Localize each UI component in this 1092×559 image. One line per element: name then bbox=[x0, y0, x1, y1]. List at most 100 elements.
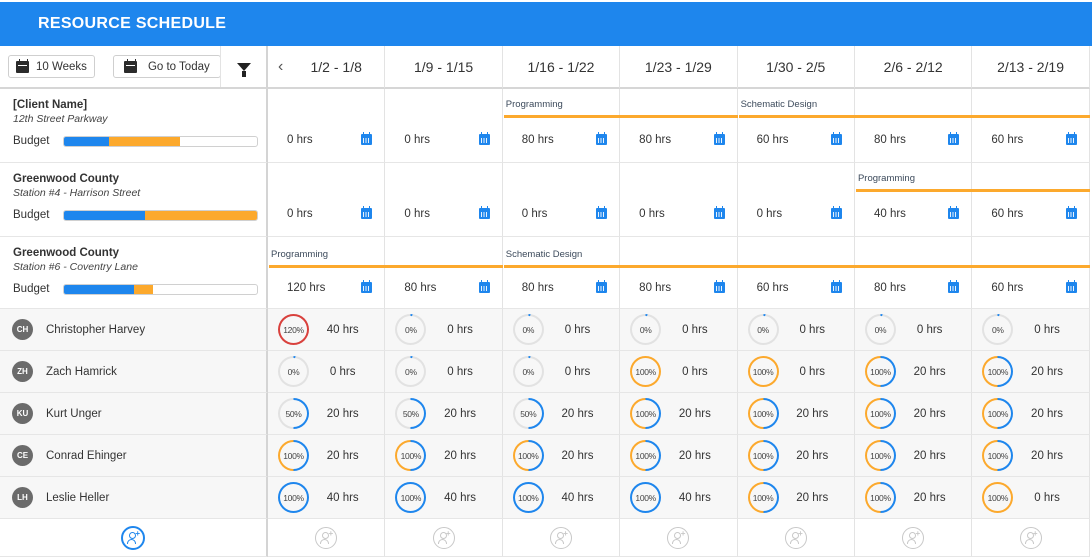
hours-value[interactable]: 80 hrs bbox=[521, 281, 554, 294]
project-week-cell[interactable]: Schematic Design 80 hrs bbox=[502, 237, 621, 309]
hours-value[interactable]: 60 hrs bbox=[756, 133, 789, 146]
project-week-cell[interactable]: 60 hrs bbox=[737, 237, 855, 309]
allocation-cell[interactable]: 0% 0 hrs bbox=[385, 309, 503, 351]
project-week-cell[interactable]: 60 hrs bbox=[972, 237, 1090, 309]
allocation-cell[interactable]: 100% 20 hrs bbox=[972, 351, 1090, 393]
allocation-cell[interactable]: 0% 0 hrs bbox=[620, 309, 738, 351]
allocation-cell[interactable]: 50% 20 hrs bbox=[502, 393, 621, 435]
allocation-cell[interactable]: 120% 40 hrs bbox=[268, 309, 386, 351]
allocation-cell[interactable]: 100% 20 hrs bbox=[854, 351, 973, 393]
hours-value[interactable]: 0 hrs bbox=[287, 207, 313, 220]
person-row[interactable]: LH Leslie Heller bbox=[0, 477, 268, 519]
project-week-cell[interactable]: 80 hrs bbox=[620, 89, 738, 163]
allocation-cell[interactable]: 100% 20 hrs bbox=[737, 393, 855, 435]
project-row[interactable]: Greenwood County Station #6 - Coventry La… bbox=[0, 237, 268, 309]
calendar-icon[interactable] bbox=[596, 206, 608, 219]
calendar-icon[interactable] bbox=[948, 132, 960, 145]
prev-weeks-icon[interactable]: ‹ bbox=[278, 57, 284, 75]
allocation-cell[interactable]: 100% 20 hrs bbox=[972, 393, 1090, 435]
calendar-icon[interactable] bbox=[948, 206, 960, 219]
week-header[interactable]: 1/30 - 2/5 bbox=[737, 46, 855, 89]
week-header[interactable]: ‹ 1/2 - 1/8 bbox=[268, 46, 386, 89]
calendar-icon[interactable] bbox=[713, 280, 725, 293]
hours-value[interactable]: 0 hrs bbox=[639, 207, 665, 220]
hours-value[interactable]: 60 hrs bbox=[991, 207, 1024, 220]
project-week-cell[interactable]: 60 hrs bbox=[972, 89, 1090, 163]
project-week-cell[interactable]: 0 hrs bbox=[737, 163, 855, 237]
calendar-icon[interactable] bbox=[713, 132, 725, 145]
calendar-icon[interactable] bbox=[830, 132, 842, 145]
allocation-cell[interactable]: 100% 40 hrs bbox=[385, 477, 503, 519]
allocation-cell[interactable]: 100% 20 hrs bbox=[620, 393, 738, 435]
allocation-cell[interactable]: 100% 20 hrs bbox=[737, 477, 855, 519]
hours-value[interactable]: 0 hrs bbox=[521, 207, 548, 220]
allocation-cell[interactable]: 100% 0 hrs bbox=[620, 351, 738, 393]
allocation-cell[interactable]: 100% 40 hrs bbox=[268, 477, 386, 519]
project-week-cell[interactable]: 0 hrs bbox=[268, 163, 386, 237]
project-week-cell[interactable]: 0 hrs bbox=[385, 163, 503, 237]
week-header[interactable]: 1/23 - 1/29 bbox=[620, 46, 738, 89]
allocation-cell[interactable]: 100% 20 hrs bbox=[854, 393, 973, 435]
project-week-cell[interactable]: Programming 40 hrs bbox=[854, 163, 973, 237]
allocation-cell[interactable]: 0% 0 hrs bbox=[385, 351, 503, 393]
hours-value[interactable]: 0 hrs bbox=[404, 133, 430, 146]
allocation-cell[interactable]: 100% 0 hrs bbox=[972, 477, 1090, 519]
project-week-cell[interactable]: 80 hrs bbox=[385, 237, 503, 309]
calendar-icon[interactable] bbox=[948, 280, 960, 293]
project-row[interactable]: [Client Name] 12th Street Parkway Budget bbox=[0, 89, 268, 163]
add-person-icon[interactable] bbox=[784, 526, 807, 549]
allocation-cell[interactable]: 0% 0 hrs bbox=[854, 309, 973, 351]
week-header[interactable]: 1/16 - 1/22 bbox=[502, 46, 621, 89]
project-week-cell[interactable]: 0 hrs bbox=[268, 89, 386, 163]
project-week-cell[interactable]: 0 hrs bbox=[620, 163, 738, 237]
calendar-icon[interactable] bbox=[830, 280, 842, 293]
allocation-cell[interactable]: 100% 0 hrs bbox=[737, 351, 855, 393]
calendar-icon[interactable] bbox=[1065, 206, 1077, 219]
project-week-cell[interactable]: Schematic Design 60 hrs bbox=[737, 89, 855, 163]
allocation-cell[interactable]: 100% 40 hrs bbox=[502, 477, 621, 519]
hours-value[interactable]: 120 hrs bbox=[287, 281, 326, 294]
calendar-icon[interactable] bbox=[478, 132, 490, 145]
allocation-cell[interactable]: 100% 20 hrs bbox=[502, 435, 621, 477]
allocation-cell[interactable]: 100% 20 hrs bbox=[620, 435, 738, 477]
filter-button[interactable] bbox=[220, 46, 266, 87]
add-person-icon[interactable] bbox=[667, 526, 690, 549]
hours-value[interactable]: 0 hrs bbox=[404, 207, 430, 220]
range-button[interactable]: 10 Weeks bbox=[8, 55, 95, 78]
calendar-icon[interactable] bbox=[361, 280, 373, 293]
allocation-cell[interactable]: 50% 20 hrs bbox=[268, 393, 386, 435]
week-header[interactable]: 2/13 - 2/19 bbox=[972, 46, 1090, 89]
calendar-icon[interactable] bbox=[596, 280, 608, 293]
calendar-icon[interactable] bbox=[1065, 280, 1077, 293]
project-row[interactable]: Greenwood County Station #4 - Harrison St… bbox=[0, 163, 268, 237]
add-person-icon[interactable] bbox=[315, 526, 338, 549]
person-row[interactable]: ZH Zach Hamrick bbox=[0, 351, 268, 393]
allocation-cell[interactable]: 100% 20 hrs bbox=[972, 435, 1090, 477]
person-row[interactable]: KU Kurt Unger bbox=[0, 393, 268, 435]
hours-value[interactable]: 80 hrs bbox=[873, 133, 906, 146]
week-header[interactable]: 2/6 - 2/12 bbox=[854, 46, 973, 89]
allocation-cell[interactable]: 100% 20 hrs bbox=[854, 477, 973, 519]
allocation-cell[interactable]: 100% 40 hrs bbox=[620, 477, 738, 519]
hours-value[interactable]: 0 hrs bbox=[287, 133, 313, 146]
allocation-cell[interactable]: 50% 20 hrs bbox=[385, 393, 503, 435]
hours-value[interactable]: 60 hrs bbox=[756, 281, 789, 294]
calendar-icon[interactable] bbox=[596, 132, 608, 145]
allocation-cell[interactable]: 0% 0 hrs bbox=[502, 351, 621, 393]
calendar-icon[interactable] bbox=[713, 206, 725, 219]
allocation-cell[interactable]: 0% 0 hrs bbox=[737, 309, 855, 351]
allocation-cell[interactable]: 0% 0 hrs bbox=[502, 309, 621, 351]
hours-value[interactable]: 80 hrs bbox=[521, 133, 554, 146]
go-to-today-button[interactable]: Go to Today bbox=[112, 55, 221, 78]
calendar-icon[interactable] bbox=[478, 280, 490, 293]
allocation-cell[interactable]: 0% 0 hrs bbox=[268, 351, 386, 393]
add-person-icon[interactable] bbox=[121, 525, 145, 550]
add-person-icon[interactable] bbox=[1019, 526, 1042, 549]
allocation-cell[interactable]: 0% 0 hrs bbox=[972, 309, 1090, 351]
add-person-icon[interactable] bbox=[902, 526, 925, 549]
calendar-icon[interactable] bbox=[830, 206, 842, 219]
project-week-cell[interactable]: Programming 120 hrs bbox=[268, 237, 386, 309]
hours-value[interactable]: 80 hrs bbox=[639, 281, 672, 294]
hours-value[interactable]: 60 hrs bbox=[991, 133, 1024, 146]
project-week-cell[interactable]: 0 hrs bbox=[502, 163, 621, 237]
